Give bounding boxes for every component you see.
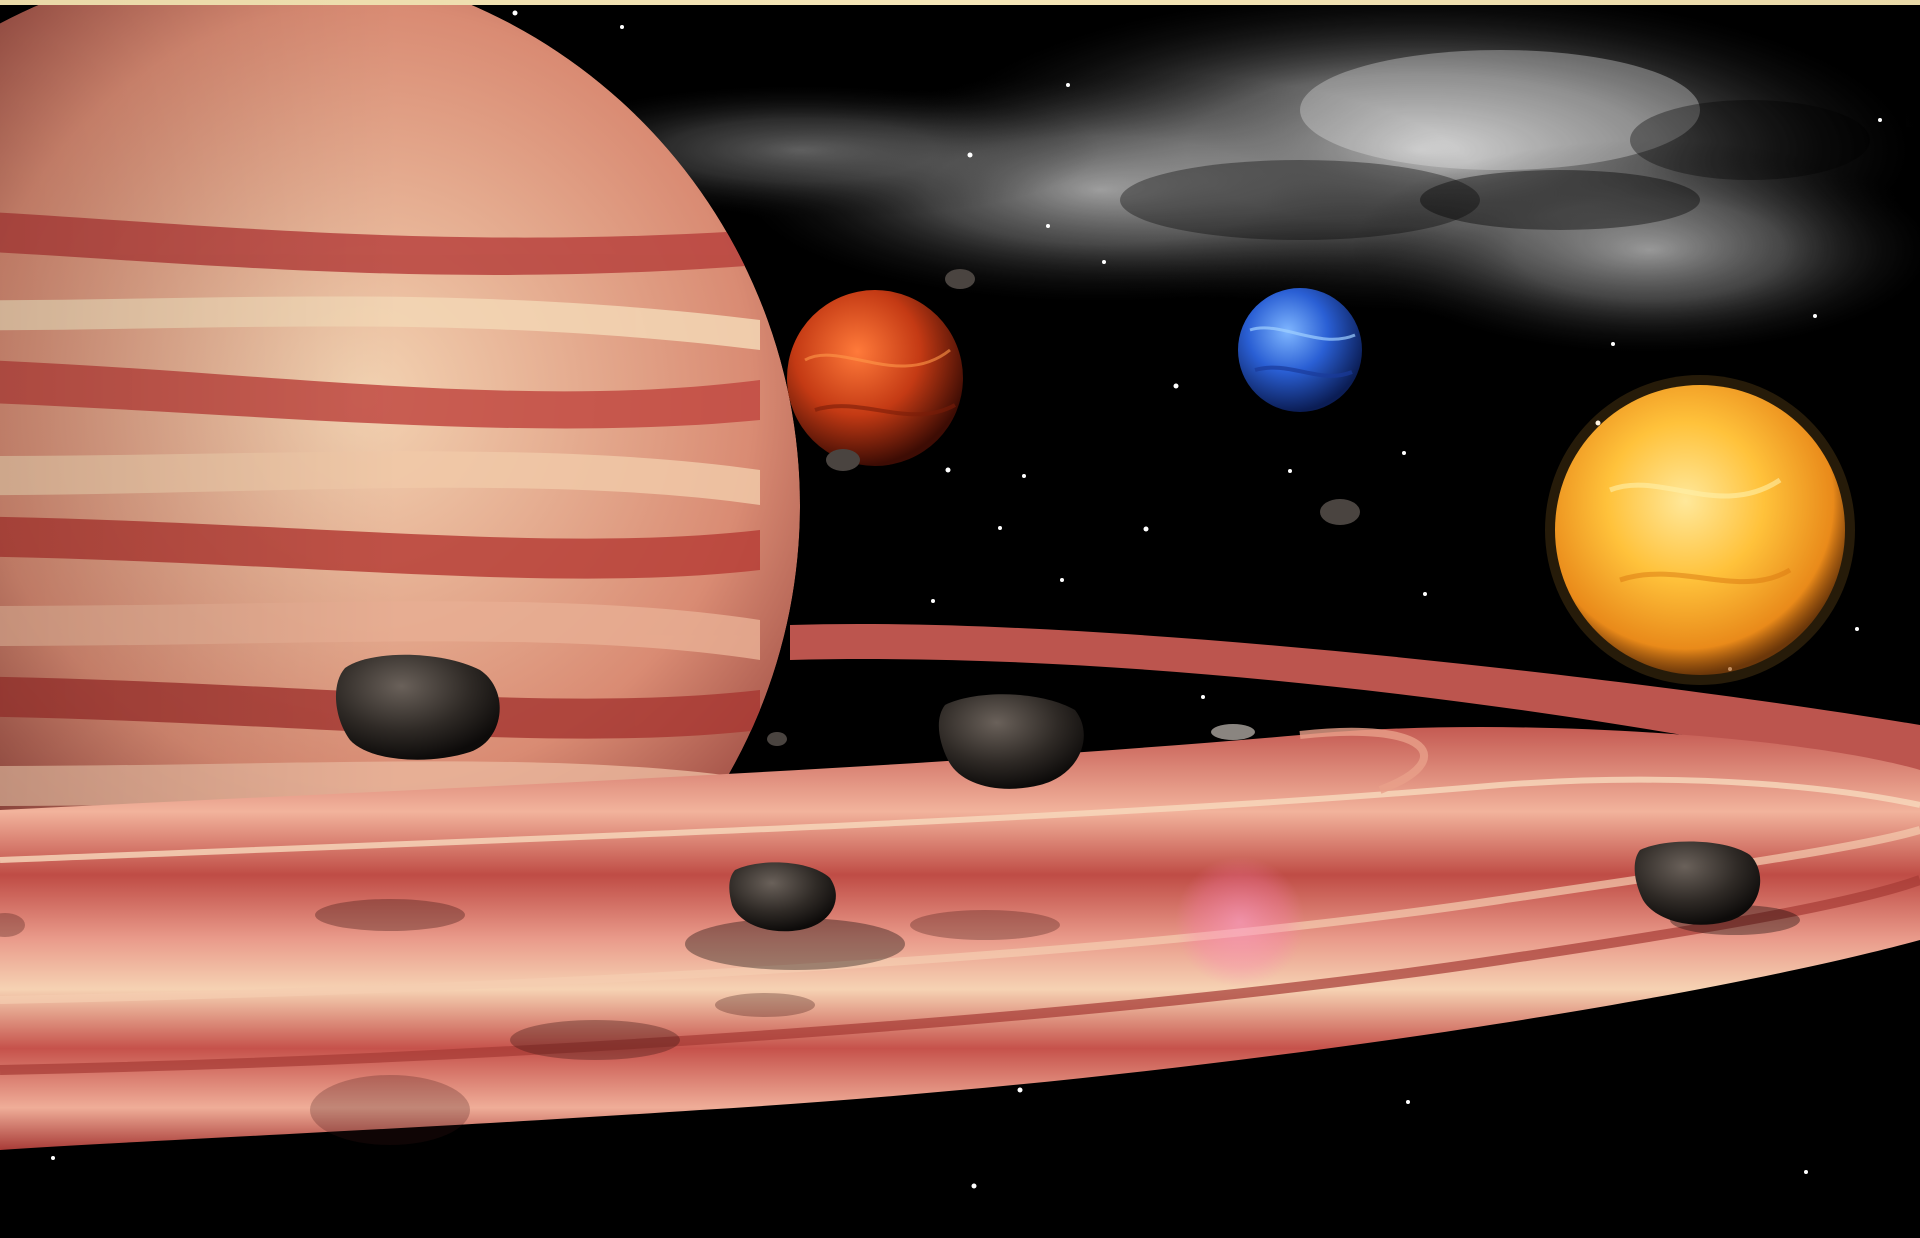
ring-back	[790, 623, 1920, 780]
lens-flare	[1175, 857, 1305, 987]
distant-asteroids	[767, 269, 1360, 746]
asteroid-field	[0, 654, 1800, 1145]
asteroid	[938, 694, 1084, 789]
red-planet	[787, 290, 963, 466]
gas-giant	[0, 0, 800, 1050]
asteroid-shadow	[685, 918, 905, 970]
asteroid	[1634, 841, 1761, 925]
planet-ring	[0, 727, 1920, 1150]
sun	[1545, 375, 1855, 685]
asteroid	[729, 862, 836, 932]
blue-planet	[1238, 288, 1362, 412]
asteroid	[335, 654, 500, 760]
star-field	[51, 10, 1882, 1189]
nebula-cloud	[500, 0, 1920, 360]
top-frame-edge	[0, 0, 1920, 5]
